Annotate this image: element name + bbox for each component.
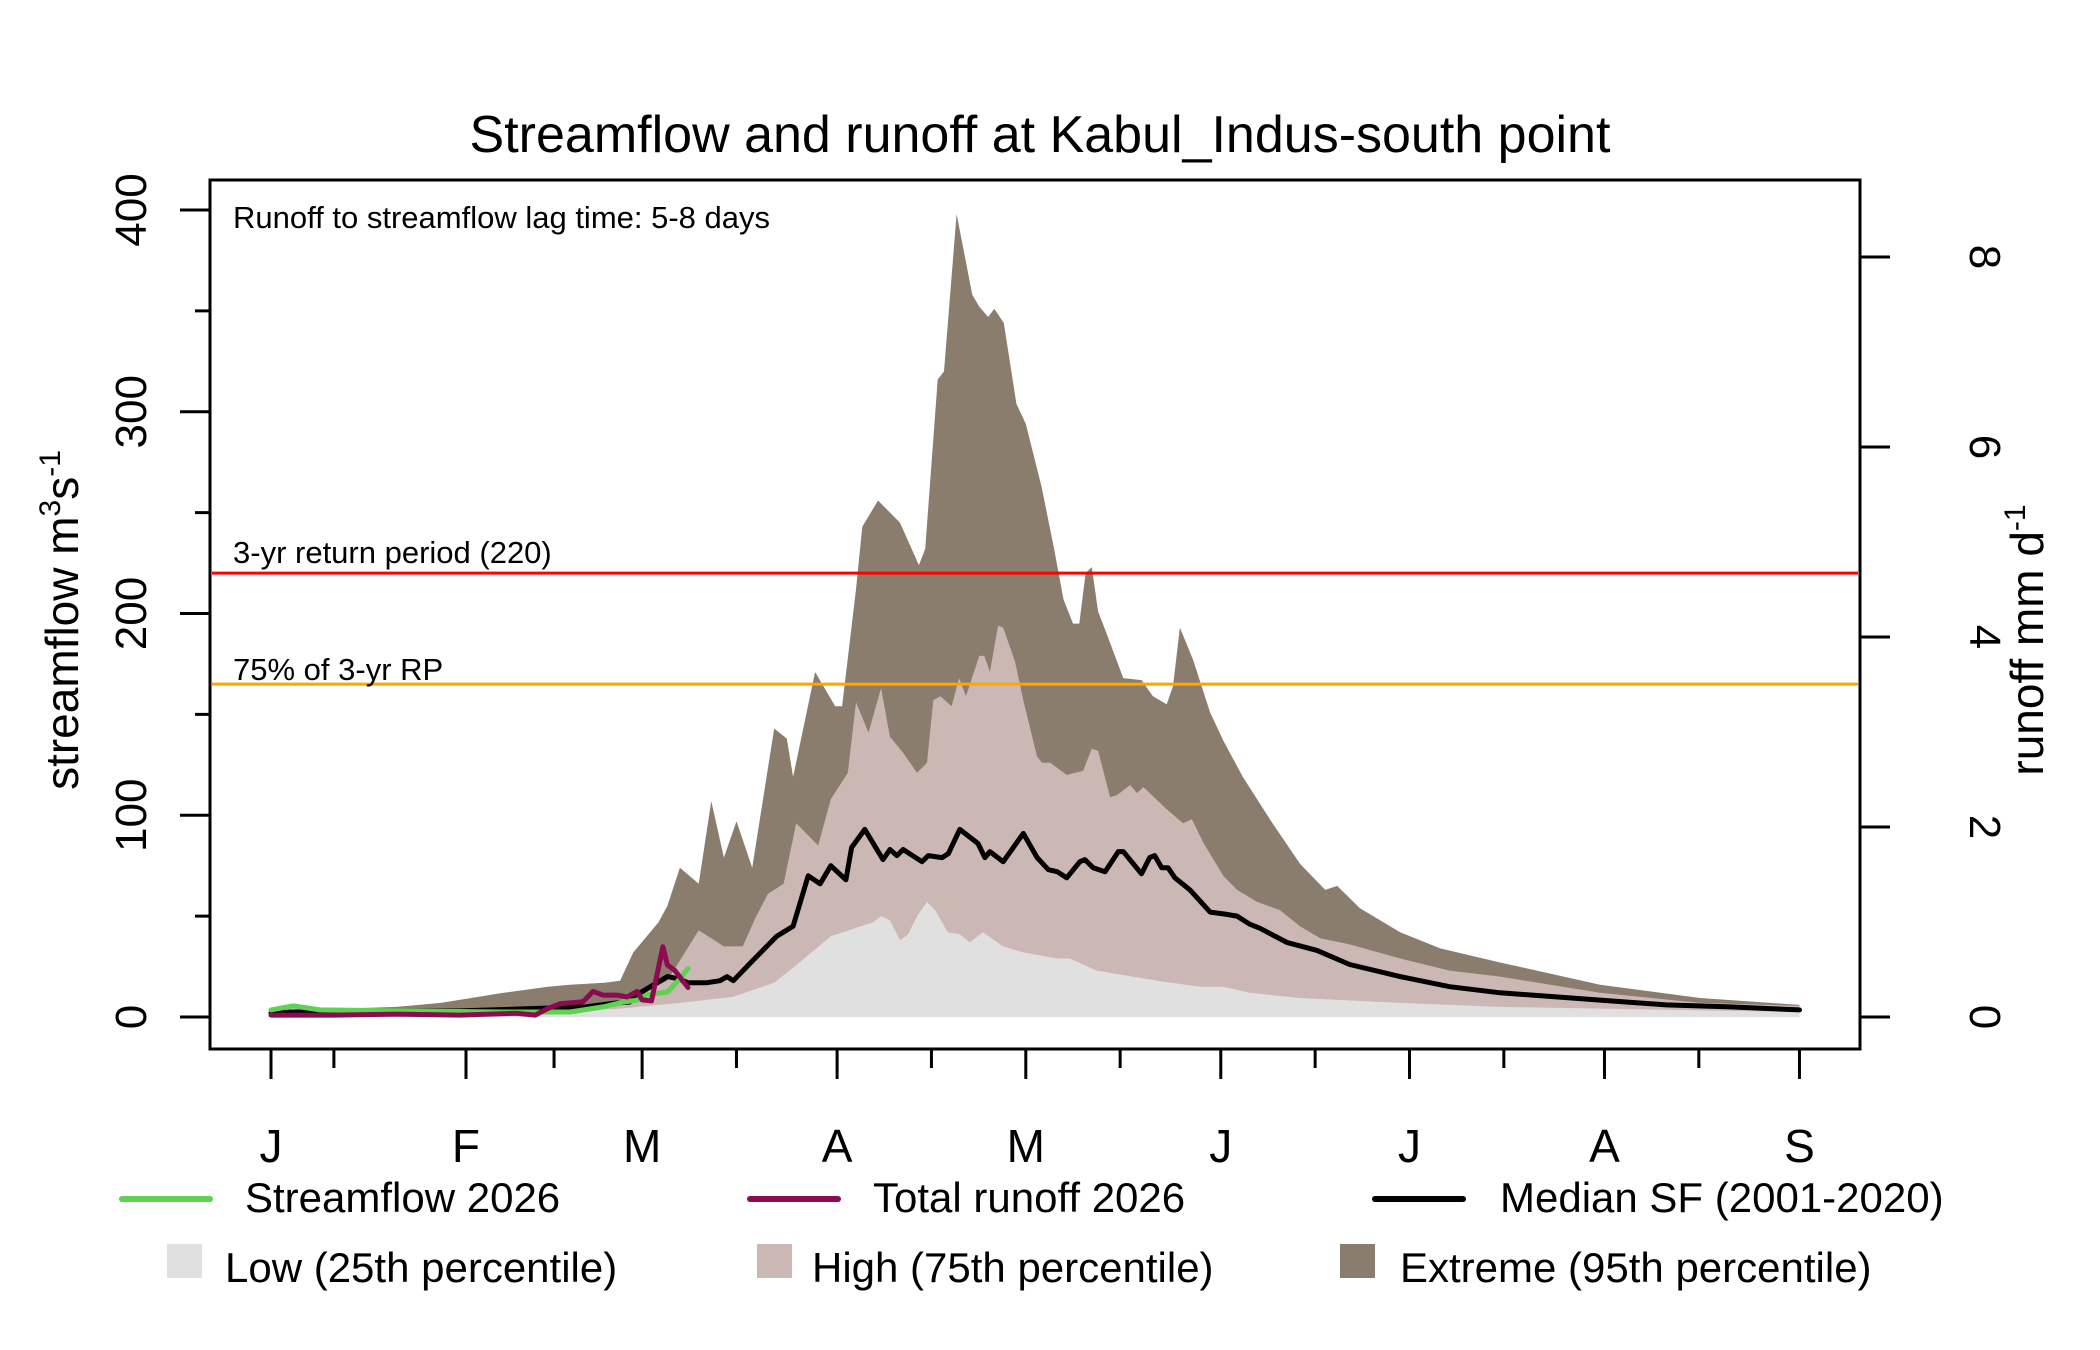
y-right-tick-label: 0 <box>1960 1005 2009 1029</box>
month-label: M <box>1007 1120 1045 1172</box>
line-runoff-2026 <box>268 944 691 1018</box>
legend-label: Total runoff 2026 <box>873 1174 1185 1221</box>
month-label: J <box>260 1120 283 1172</box>
legend-item-runoff-2026: Total runoff 2026 <box>747 1174 1185 1221</box>
line-streamflow-2026 <box>268 966 691 1015</box>
y-right-tick-label: 8 <box>1960 245 2009 269</box>
rp3-annotation: 3-yr return period (220) <box>233 535 552 570</box>
legend-item-streamflow-2026: Streamflow 2026 <box>119 1174 560 1221</box>
series-lines <box>268 826 1802 1018</box>
lag-time-annotation: Runoff to streamflow lag time: 5-8 days <box>233 200 770 235</box>
y-right-tick-label: 4 <box>1960 625 2009 649</box>
y-left-tick-label: 200 <box>107 577 156 650</box>
legend: Streamflow 2026 Total runoff 2026 Median S… <box>119 1174 1944 1291</box>
month-label: J <box>1398 1120 1421 1172</box>
month-label: M <box>623 1120 661 1172</box>
month-label: S <box>1784 1120 1815 1172</box>
month-label: A <box>1589 1120 1620 1172</box>
y-axis-right: 0 2 4 6 8 <box>1860 245 2009 1029</box>
band-extreme <box>271 214 1800 1017</box>
legend-label: Extreme (95th percentile) <box>1400 1244 1872 1291</box>
legend-label: Low (25th percentile) <box>225 1244 617 1291</box>
y-right-tick-label: 6 <box>1960 435 2009 459</box>
y-left-tick-label: 0 <box>107 1005 156 1029</box>
month-label: A <box>822 1120 853 1172</box>
month-label: J <box>1209 1120 1232 1172</box>
band-high <box>271 625 1800 1017</box>
legend-item-extreme: Extreme (95th percentile) <box>1340 1244 1872 1291</box>
y-axis-left-label: streamflow m3s-1 <box>34 450 88 790</box>
y-right-tick-label: 2 <box>1960 815 2009 839</box>
y-left-tick-label: 300 <box>107 375 156 448</box>
y-axis-left: 0 100 200 300 400 <box>107 173 210 1029</box>
legend-swatch <box>1340 1244 1375 1278</box>
legend-item-median: Median SF (2001-2020) <box>1372 1174 1944 1221</box>
y-left-tick-label: 100 <box>107 779 156 852</box>
legend-label: High (75th percentile) <box>812 1244 1214 1291</box>
legend-swatch <box>757 1244 792 1278</box>
chart-title: Streamflow and runoff at Kabul_Indus-sou… <box>470 106 1611 164</box>
legend-label: Streamflow 2026 <box>245 1174 560 1221</box>
y-left-tick-label: 400 <box>107 173 156 246</box>
legend-item-low: Low (25th percentile) <box>167 1244 617 1291</box>
legend-swatch <box>167 1244 202 1278</box>
legend-label: Median SF (2001-2020) <box>1500 1174 1944 1221</box>
month-label: F <box>452 1120 480 1172</box>
y-axis-right-label: runoff mm d-1 <box>1999 504 2053 775</box>
percentile-bands <box>271 214 1800 1017</box>
band-low <box>271 902 1800 1017</box>
reference-lines <box>212 571 1858 686</box>
rp75-annotation: 75% of 3-yr RP <box>233 652 443 687</box>
legend-item-high: High (75th percentile) <box>757 1244 1214 1291</box>
